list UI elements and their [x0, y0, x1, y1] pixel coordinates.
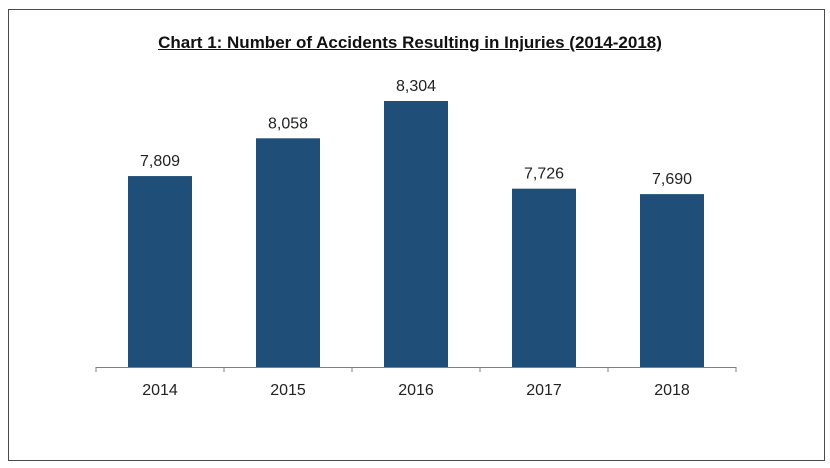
data-label-2015: 8,058: [268, 115, 308, 132]
x-axis-ticks: [95, 367, 737, 372]
chart-title: Chart 1: Number of Accidents Resulting i…: [158, 33, 662, 52]
data-label-2016: 8,304: [396, 78, 436, 95]
x-tick-label-2018: 2018: [654, 382, 690, 399]
value-labels-group: 7,809 8,058 8,304 7,726 7,690: [140, 78, 692, 188]
data-label-2014: 7,809: [140, 153, 180, 170]
x-tick-label-2016: 2016: [398, 382, 434, 399]
x-tick-label-2014: 2014: [142, 382, 178, 399]
bar-2016: [384, 101, 448, 367]
bars-group: [128, 101, 704, 367]
data-label-2018: 7,690: [652, 171, 692, 188]
category-labels-group: 2014 2015 2016 2017 2018: [142, 382, 690, 399]
data-label-2017: 7,726: [524, 166, 564, 183]
x-tick-label-2017: 2017: [526, 382, 562, 399]
bar-2015: [256, 138, 320, 367]
bar-2018: [640, 194, 704, 367]
bar-2017: [512, 188, 576, 367]
bar-2014: [128, 176, 192, 367]
x-tick-label-2015: 2015: [270, 382, 306, 399]
